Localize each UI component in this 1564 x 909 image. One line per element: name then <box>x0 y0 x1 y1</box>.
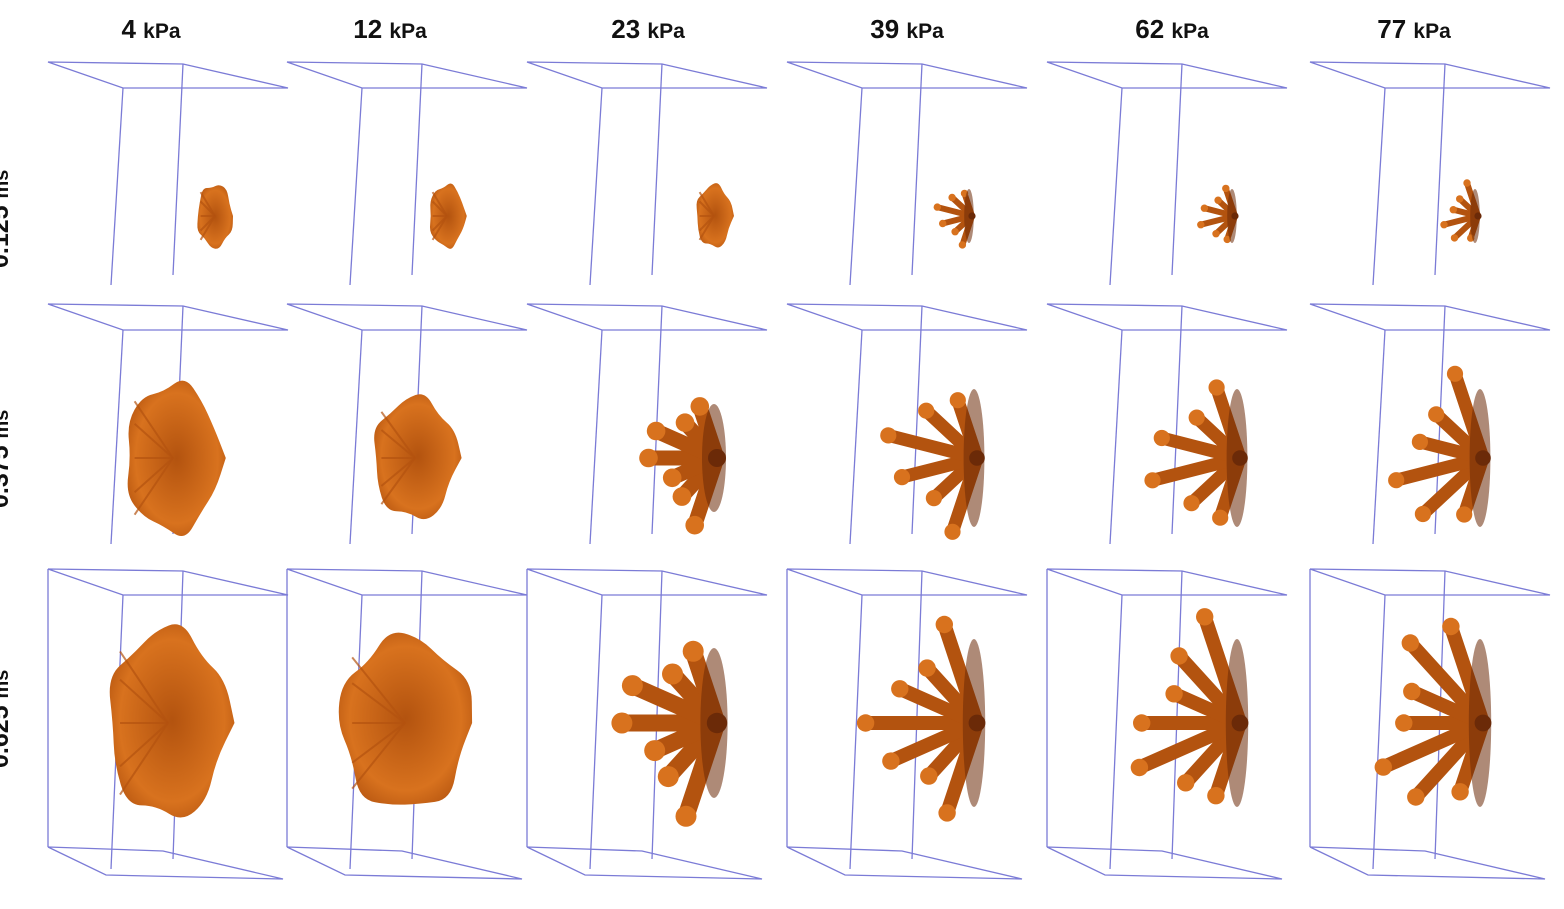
droplet-frame-r2-c1 <box>286 568 528 880</box>
droplet-fan <box>1440 179 1482 243</box>
droplet-frame-r2-c4 <box>1046 568 1288 880</box>
wireframe-box <box>1046 568 1288 880</box>
droplet-fan <box>1144 379 1248 527</box>
col-label-62kpa: 62 kPa <box>1135 14 1209 44</box>
droplet-blob <box>374 394 462 520</box>
droplet-frame-r1-c1 <box>286 303 528 545</box>
row-label-0125ms: 0.125 ms <box>0 169 14 268</box>
droplet-frame-r2-c5 <box>1309 568 1551 880</box>
droplet-frame-r0-c2 <box>526 61 768 286</box>
col-label-23kpa: 23 kPa <box>611 14 685 44</box>
droplet-frame-r0-c0 <box>47 61 289 286</box>
wireframe-box <box>526 303 768 545</box>
wireframe-box <box>1309 61 1551 286</box>
wireframe-box <box>1046 61 1288 286</box>
droplet-blob <box>197 185 233 249</box>
droplet-fan <box>611 640 728 827</box>
droplet-frame-r2-c3 <box>786 568 1028 880</box>
droplet-fan <box>880 389 985 540</box>
droplet-fan <box>639 397 726 535</box>
droplet-frame-r2-c2 <box>526 568 768 880</box>
wireframe-box <box>286 568 528 880</box>
row-label-0625ms: 0.625 ms <box>0 669 14 768</box>
droplet-blob <box>127 380 226 537</box>
droplet-blob <box>696 183 734 248</box>
col-label-77kpa: 77 kPa <box>1377 14 1451 44</box>
droplet-frame-r1-c2 <box>526 303 768 545</box>
wireframe-box <box>786 303 1028 545</box>
droplet-fan <box>856 615 986 822</box>
droplet-frame-r1-c4 <box>1046 303 1288 545</box>
row-label-0375ms: 0.375 ms <box>0 409 14 508</box>
droplet-frame-r1-c0 <box>47 303 289 545</box>
droplet-blob <box>338 632 473 805</box>
droplet-fan <box>1374 617 1492 807</box>
droplet-frame-r0-c3 <box>786 61 1028 286</box>
droplet-frame-r2-c0 <box>47 568 289 880</box>
wireframe-box <box>286 61 528 286</box>
droplet-fan <box>933 189 976 249</box>
wireframe-box <box>786 568 1028 880</box>
droplet-frame-r1-c5 <box>1309 303 1551 545</box>
droplet-frame-r1-c3 <box>786 303 1028 545</box>
wireframe-box <box>1046 303 1288 545</box>
wireframe-box <box>47 61 289 286</box>
col-label-4kpa: 4 kPa <box>121 14 181 44</box>
droplet-frame-r0-c4 <box>1046 61 1288 286</box>
droplet-fan <box>1197 184 1239 244</box>
col-label-12kpa: 12 kPa <box>353 14 427 44</box>
col-label-39kpa: 39 kPa <box>870 14 944 44</box>
droplet-fan <box>1130 608 1249 807</box>
droplet-blob <box>109 624 235 818</box>
droplet-fan <box>1388 365 1491 527</box>
wireframe-box <box>526 61 768 286</box>
droplet-blob <box>429 183 467 249</box>
wireframe-box <box>526 568 768 880</box>
droplet-frame-r0-c5 <box>1309 61 1551 286</box>
wireframe-box <box>1309 568 1551 880</box>
droplet-frame-r0-c1 <box>286 61 528 286</box>
wireframe-box <box>786 61 1028 286</box>
